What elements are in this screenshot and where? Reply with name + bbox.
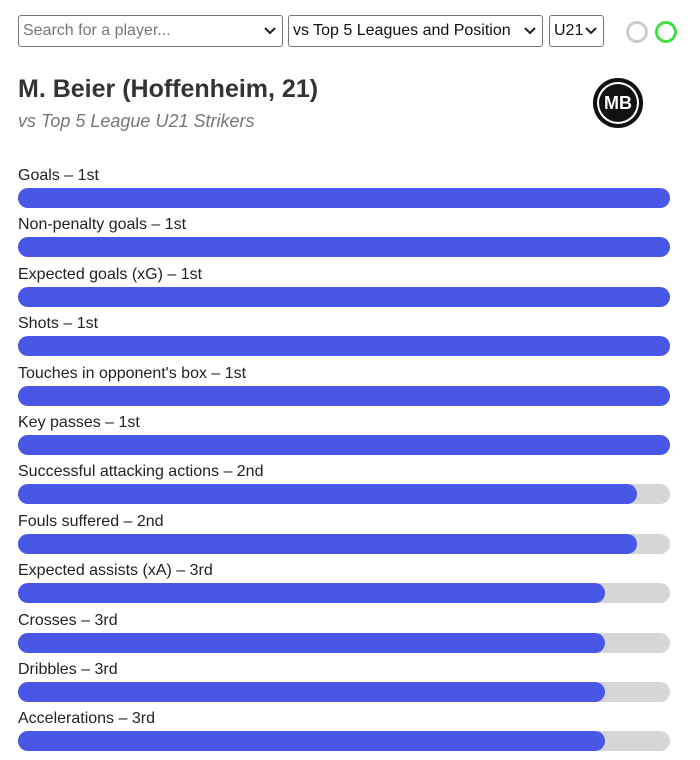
bar-fill [18,681,605,702]
bar-track [18,632,670,653]
stat-label: Shots – 1st [18,315,99,333]
bar-track [18,286,670,307]
bar-track [18,583,670,604]
stat-label: Crosses – 3rd [18,611,118,629]
stat-row: Goals – 1st [18,165,670,214]
stat-label: Fouls suffered – 2nd [18,512,164,530]
comparison-select[interactable]: vs Top 5 Leagues and Position [288,15,543,47]
bar-fill [18,336,670,357]
stat-label: Non-penalty goals – 1st [18,216,187,234]
bar-fill [18,731,605,752]
bar-fill [18,434,670,455]
bar-track [18,434,670,455]
stat-row: Expected assists (xA) – 3rd [18,560,670,609]
stat-row: Touches in opponent's box – 1st [18,363,670,412]
stat-row: Successful attacking actions – 2nd [18,461,670,510]
toggle-on[interactable] [655,21,677,43]
stats-list: Goals – 1st Non-penalty goals – 1st Expect… [18,165,670,758]
stat-row: Crosses – 3rd [18,610,670,659]
stat-row: Shots – 1st [18,313,670,362]
bar-track [18,385,670,406]
player-title: M. Beier (Hoffenheim, 21) [18,75,319,103]
bar-fill [18,583,605,604]
bar-fill [18,632,605,653]
bar-track [18,681,670,702]
stat-label: Goals – 1st [18,167,99,184]
stat-row: Expected goals (xG) – 1st [18,264,670,313]
stat-label: Successful attacking actions – 2nd [18,463,264,481]
comparison-text: vs Top 5 Leagues and Position [293,22,511,39]
toggle-off[interactable] [626,21,648,43]
logo: MB [593,78,643,128]
bar-fill [18,484,638,505]
bar-track [18,336,670,357]
bar-fill [18,188,670,208]
bar-fill [18,533,638,554]
bar-track [18,188,670,208]
bar-fill [18,237,670,258]
search-placeholder: Search for a player... [23,22,171,39]
player-subtitle: vs Top 5 League U21 Strikers [18,111,255,131]
stat-row: Key passes – 1st [18,412,670,461]
stat-label: Accelerations – 3rd [18,710,155,728]
stat-row: Accelerations – 3rd [18,708,670,757]
bar-fill [18,385,670,406]
stat-row: Dribbles – 3rd [18,659,670,708]
chevron [264,27,276,35]
age-select[interactable]: U21 [549,15,604,47]
chevron [524,27,536,35]
stat-label: Touches in opponent's box – 1st [18,364,247,382]
bar-track [18,237,670,258]
stat-row: Fouls suffered – 2nd [18,511,670,560]
bar-track [18,731,670,752]
stat-label: Dribbles – 3rd [18,660,118,678]
bar-track [18,533,670,554]
bar-fill [18,286,670,307]
stat-label: Key passes – 1st [18,413,140,431]
stat-row: Non-penalty goals – 1st [18,214,670,263]
bar-track [18,484,670,505]
stat-label: Expected goals (xG) – 1st [18,265,203,283]
stat-label: Expected assists (xA) – 3rd [18,562,213,580]
age-text: U21 [554,22,584,39]
player-search[interactable]: Search for a player... [18,15,283,47]
chevron [585,27,597,35]
